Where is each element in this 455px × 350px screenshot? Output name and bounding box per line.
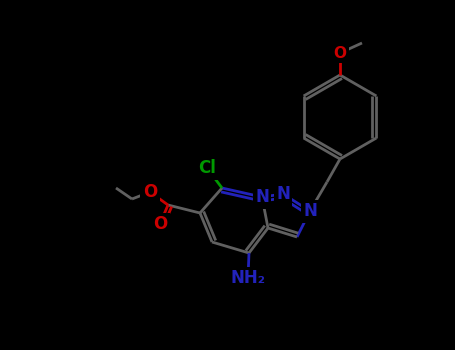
Text: N: N [303, 202, 317, 220]
Text: Cl: Cl [198, 159, 216, 177]
Text: NH₂: NH₂ [231, 269, 266, 287]
Text: N: N [276, 185, 290, 203]
Text: N: N [255, 188, 269, 206]
Text: O: O [143, 183, 157, 201]
Text: O: O [334, 46, 347, 61]
Text: O: O [153, 215, 167, 233]
